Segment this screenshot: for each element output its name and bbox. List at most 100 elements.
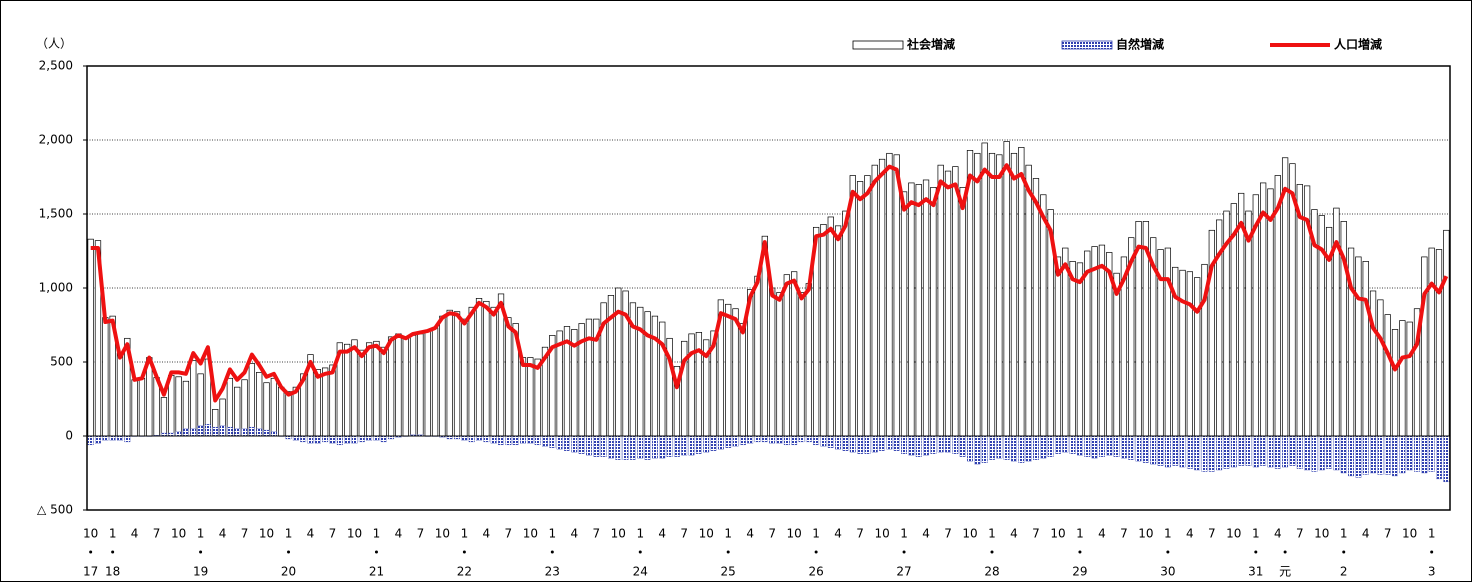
x-tick-label: 4	[834, 527, 842, 541]
social-bar	[1164, 247, 1172, 437]
year-dot	[1254, 550, 1258, 554]
social-bar	[930, 187, 937, 437]
social-bar	[754, 275, 761, 437]
natural-bar	[1326, 435, 1333, 469]
x-tick-label: 10	[259, 527, 274, 541]
x-tick-label: 4	[395, 527, 403, 541]
x-tick-label: 4	[1186, 527, 1194, 541]
natural-bar	[270, 431, 277, 437]
year-dot	[902, 550, 906, 554]
social-bar	[1003, 141, 1010, 437]
social-bar	[160, 397, 168, 437]
natural-bar	[219, 425, 226, 437]
natural-bar	[967, 435, 973, 462]
x-tick-label: 4	[307, 527, 315, 541]
natural-bar	[1091, 435, 1098, 459]
natural-bar	[703, 435, 710, 453]
natural-bar	[959, 435, 966, 457]
legend-swatch	[1061, 40, 1113, 50]
social-bar	[908, 182, 915, 437]
social-bar	[1018, 147, 1025, 437]
natural-bar	[307, 435, 314, 444]
social-bar	[856, 181, 864, 437]
natural-bar	[322, 435, 329, 443]
year-dot	[1283, 550, 1287, 554]
natural-bar	[212, 426, 219, 437]
social-bar	[138, 377, 146, 437]
social-bar	[886, 152, 893, 437]
social-bar	[1098, 244, 1106, 437]
natural-bar	[534, 435, 541, 446]
social-bar	[248, 363, 256, 437]
natural-bar	[886, 435, 893, 450]
natural-bar	[241, 428, 248, 437]
x-tick-label: 7	[153, 527, 161, 541]
natural-bar	[923, 435, 929, 456]
year-label: 2	[1340, 565, 1348, 579]
social-bar	[285, 391, 292, 437]
natural-bar	[1025, 435, 1032, 462]
x-tick-label: 10	[435, 527, 450, 541]
social-bar	[644, 311, 651, 437]
natural-bar	[879, 435, 886, 451]
social-bar	[1032, 178, 1040, 437]
natural-bar	[908, 435, 915, 456]
y-tick-label: 2,000	[39, 133, 73, 147]
x-tick-label: 4	[922, 527, 930, 541]
social-bar	[1186, 271, 1193, 437]
natural-bar	[1157, 435, 1164, 466]
social-bar	[1421, 256, 1428, 437]
natural-bar	[1238, 435, 1245, 466]
natural-bar	[776, 435, 783, 444]
social-bar	[417, 333, 424, 437]
natural-bar	[1208, 435, 1215, 472]
natural-bar	[644, 435, 651, 460]
x-tick-label: 7	[1208, 527, 1216, 541]
natural-bar	[1282, 435, 1289, 468]
x-tick-label: 10	[347, 527, 362, 541]
social-bar	[944, 170, 952, 437]
year-dot	[111, 550, 115, 554]
legend-label: 自然増減	[1116, 37, 1164, 52]
year-label: 29	[1072, 565, 1087, 579]
natural-bar	[505, 435, 512, 446]
year-dot	[990, 550, 994, 554]
natural-bar	[1260, 435, 1267, 466]
natural-bar	[937, 435, 944, 453]
social-bar	[1010, 152, 1018, 437]
natural-bar	[651, 435, 658, 459]
social-bar	[1384, 314, 1391, 437]
x-tick-label: 4	[483, 527, 491, 541]
social-bar	[116, 352, 124, 437]
social-bar	[834, 225, 842, 437]
social-bar	[409, 335, 417, 437]
natural-bar	[1384, 435, 1391, 475]
natural-bar	[1340, 435, 1347, 474]
natural-bar	[366, 435, 373, 441]
natural-bar	[578, 435, 585, 454]
natural-bar	[1084, 435, 1091, 457]
social-bar	[329, 364, 336, 437]
natural-bar	[190, 428, 197, 437]
social-bar	[519, 357, 527, 437]
natural-bar	[761, 435, 768, 443]
plot-border	[86, 65, 1451, 511]
social-bar	[981, 142, 988, 437]
x-tick-label: 7	[1296, 527, 1304, 541]
social-bar	[365, 342, 373, 437]
social-bar	[871, 164, 878, 437]
x-tick-label: 1	[988, 527, 996, 541]
natural-bar	[314, 435, 321, 444]
natural-bar	[1135, 435, 1142, 462]
social-bar	[87, 238, 94, 437]
natural-bar	[666, 435, 673, 457]
social-bar	[820, 224, 827, 437]
social-bar	[842, 210, 849, 437]
natural-bar	[754, 435, 761, 443]
x-tick-label: 7	[1384, 527, 1392, 541]
social-bar	[358, 349, 365, 437]
x-tick-label: 10	[699, 527, 714, 541]
natural-bar	[732, 435, 739, 447]
natural-bar	[820, 435, 827, 447]
natural-bar	[637, 435, 644, 459]
